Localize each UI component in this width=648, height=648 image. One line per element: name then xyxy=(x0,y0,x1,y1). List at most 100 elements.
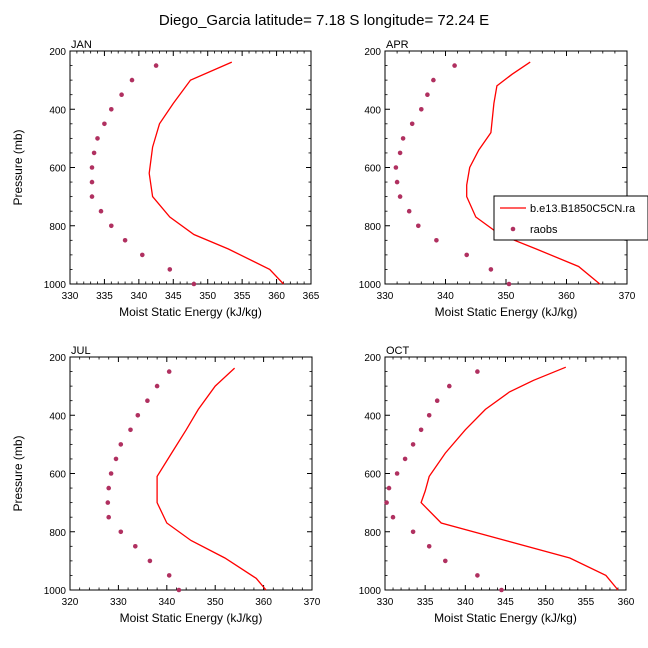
raobs-point xyxy=(108,471,114,476)
panel-title: OCT xyxy=(386,345,410,357)
raobs-point xyxy=(386,485,392,491)
y-tick-label: 600 xyxy=(364,164,381,175)
raobs-point xyxy=(426,413,432,418)
panel-apr: APR 330 340 350 360 370 200 400 600 800 1000 Moist … xyxy=(359,39,636,319)
y-tick-label: 800 xyxy=(49,222,66,233)
raobs-point xyxy=(464,252,470,258)
raobs-point xyxy=(166,573,172,578)
raobs-point xyxy=(410,442,416,447)
y-tick-label: 800 xyxy=(364,528,381,539)
x-tick-label: 340 xyxy=(158,597,175,608)
raobs-point xyxy=(447,383,452,389)
y-tick-label: 400 xyxy=(364,411,381,422)
raobs-point xyxy=(109,223,114,229)
raobs-point xyxy=(434,238,439,243)
raobs-point xyxy=(133,544,138,549)
y-tick-label: 1000 xyxy=(44,280,67,291)
raobs-point xyxy=(402,456,408,462)
raobs-point xyxy=(409,121,415,127)
y-tick-label: 600 xyxy=(49,164,66,175)
legend-marker-obs xyxy=(510,226,516,232)
raobs-point xyxy=(419,107,424,112)
raobs-point xyxy=(91,150,97,156)
raobs-point xyxy=(106,485,111,491)
x-tick-label: 350 xyxy=(207,597,224,608)
y-tick-label: 400 xyxy=(49,411,66,422)
raobs-point xyxy=(102,121,107,127)
raobs-point xyxy=(153,63,159,68)
x-tick-label: 360 xyxy=(558,291,575,302)
raobs-point xyxy=(416,223,421,229)
y-tick-label: 1000 xyxy=(359,586,382,597)
panel-title: JAN xyxy=(71,39,92,51)
x-tick-label: 355 xyxy=(234,291,251,302)
x-tick-label: 370 xyxy=(619,291,636,302)
x-tick-label: 340 xyxy=(457,597,474,608)
x-tick-label: 355 xyxy=(577,597,594,608)
x-tick-label: 345 xyxy=(165,291,182,302)
raobs-point xyxy=(166,369,172,374)
x-axis-label: Moist Static Energy (kJ/kg) xyxy=(435,305,578,319)
raobs-point xyxy=(145,398,150,404)
raobs-point xyxy=(390,514,396,520)
x-axis-label: Moist Static Energy (kJ/kg) xyxy=(120,611,263,625)
raobs-point xyxy=(410,529,416,535)
x-tick-label: 350 xyxy=(537,597,554,608)
x-tick-label: 330 xyxy=(377,291,394,302)
x-tick-label: 340 xyxy=(131,291,148,302)
raobs-point xyxy=(475,369,480,374)
y-tick-label: 200 xyxy=(364,47,381,58)
y-tick-label: 800 xyxy=(364,222,381,233)
raobs-point xyxy=(394,471,400,476)
panel-oct: OCT 330 335 340 345 350 355 360 200 400 600 800 1000… xyxy=(359,345,635,625)
model-profile-line xyxy=(420,366,619,591)
raobs-point xyxy=(147,558,153,564)
plot-frame xyxy=(384,356,627,591)
raobs-point xyxy=(118,442,124,447)
raobs-point xyxy=(89,179,95,185)
legend-frame xyxy=(493,195,648,241)
raobs-point xyxy=(89,194,95,199)
raobs-point xyxy=(425,92,430,97)
raobs-point xyxy=(135,413,141,418)
raobs-point xyxy=(129,77,135,83)
y-axis-label: Pressure (mb) xyxy=(11,435,25,511)
raobs-point xyxy=(488,267,494,272)
y-tick-label: 800 xyxy=(49,528,66,539)
y-tick-label: 200 xyxy=(49,353,66,364)
raobs-point xyxy=(475,573,480,578)
panel-title: APR xyxy=(386,39,409,51)
plot-frame xyxy=(69,50,312,285)
legend-label-model: b.e13.B1850C5CN.ra xyxy=(530,203,636,215)
y-tick-label: 200 xyxy=(364,353,381,364)
raobs-point xyxy=(105,500,111,505)
x-tick-label: 370 xyxy=(304,597,321,608)
plot-frame xyxy=(384,50,628,285)
raobs-point xyxy=(431,77,436,83)
raobs-point xyxy=(122,238,128,243)
x-tick-label: 335 xyxy=(96,291,113,302)
model-profile-line xyxy=(148,61,284,285)
y-tick-label: 1000 xyxy=(44,586,67,597)
x-tick-label: 330 xyxy=(110,597,127,608)
x-tick-label: 340 xyxy=(437,291,454,302)
x-tick-label: 365 xyxy=(303,291,320,302)
model-profile-line xyxy=(466,61,601,285)
raobs-point xyxy=(140,252,145,258)
y-tick-label: 200 xyxy=(49,47,66,58)
model-profile-line xyxy=(156,367,267,591)
panel-title: JUL xyxy=(71,345,91,357)
y-tick-label: 600 xyxy=(49,470,66,481)
raobs-point xyxy=(118,529,124,535)
y-axis-label: Pressure (mb) xyxy=(11,129,25,205)
x-tick-label: 360 xyxy=(618,597,635,608)
raobs-point xyxy=(128,427,133,433)
legend-box: b.e13.B1850C5CN.ra raobs xyxy=(493,195,648,241)
panel-jul: JUL 320 330 340 350 360 370 200 400 600 800 1000 Moi… xyxy=(11,345,321,625)
y-tick-label: 1000 xyxy=(359,280,382,291)
raobs-point xyxy=(426,544,432,549)
legend-label-obs: raobs xyxy=(530,224,558,236)
x-tick-label: 330 xyxy=(377,597,394,608)
raobs-point xyxy=(397,194,403,199)
raobs-point xyxy=(109,107,114,112)
